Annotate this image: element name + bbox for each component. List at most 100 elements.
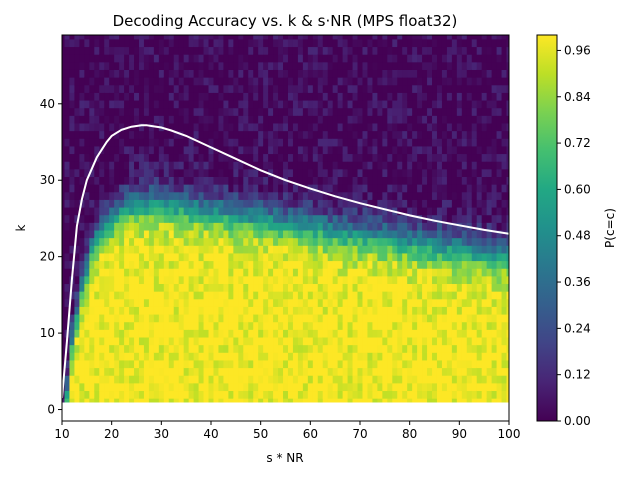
heatmap-cell — [84, 161, 90, 170]
heatmap-cell — [238, 352, 244, 361]
heatmap-cell — [213, 283, 220, 292]
heatmap-cell — [387, 245, 393, 254]
heatmap-cell — [64, 313, 71, 323]
heatmap-cell — [263, 199, 269, 208]
heatmap-cell — [104, 222, 110, 231]
heatmap-cell — [387, 61, 393, 70]
heatmap-cell — [69, 352, 76, 361]
heatmap-cell — [62, 69, 66, 78]
heatmap-cell — [476, 54, 483, 63]
heatmap-cell — [297, 122, 304, 132]
heatmap-cell — [377, 61, 383, 70]
heatmap-cell — [501, 214, 508, 223]
heatmap-cell — [427, 199, 433, 208]
heatmap-cell — [382, 329, 388, 338]
heatmap-cell — [317, 130, 324, 139]
heatmap-cell — [228, 283, 234, 292]
heatmap-cell — [104, 176, 110, 185]
heatmap-cell — [193, 252, 200, 262]
heatmap-cell — [481, 229, 488, 239]
heatmap-cell — [332, 130, 339, 139]
heatmap-cell — [456, 344, 463, 353]
heatmap-cell — [148, 275, 155, 285]
heatmap-cell — [198, 252, 205, 262]
heatmap-cell — [193, 260, 200, 269]
heatmap-cell — [446, 329, 453, 338]
heatmap-cell — [188, 168, 195, 177]
heatmap-cell — [238, 367, 244, 376]
heatmap-cell — [188, 199, 195, 208]
heatmap-cell — [496, 352, 503, 361]
heatmap-cell — [208, 161, 215, 170]
heatmap-cell — [178, 367, 185, 376]
heatmap-cell — [248, 191, 254, 200]
heatmap-cell — [402, 77, 408, 86]
heatmap-cell — [74, 69, 80, 78]
heatmap-cell — [481, 306, 488, 315]
heatmap-cell — [491, 306, 498, 315]
heatmap-cell — [124, 260, 130, 269]
heatmap-cell — [62, 398, 66, 403]
heatmap-cell — [258, 382, 264, 392]
heatmap-cell — [407, 329, 413, 338]
heatmap-cell — [163, 46, 170, 55]
heatmap-cell — [134, 222, 140, 231]
heatmap-cell — [342, 153, 349, 162]
heatmap-cell — [292, 352, 299, 361]
heatmap-cell — [287, 176, 294, 185]
heatmap-cell — [193, 69, 200, 78]
heatmap-cell — [168, 161, 175, 170]
colorbar-ticks: 0.000.120.240.360.480.600.720.840.96 — [557, 43, 591, 428]
heatmap-cell — [292, 145, 299, 155]
heatmap-cell — [134, 367, 140, 376]
heatmap-cell — [441, 214, 448, 223]
heatmap-cell — [486, 275, 493, 285]
heatmap-cell — [79, 145, 85, 155]
x-tick-label: 60 — [303, 427, 318, 441]
heatmap-cell — [432, 61, 438, 70]
heatmap-cell — [441, 306, 448, 315]
heatmap-cell — [327, 268, 334, 277]
heatmap-cell — [283, 344, 289, 353]
heatmap-cell — [352, 336, 359, 346]
heatmap-cell — [238, 321, 244, 330]
heatmap-cell — [94, 336, 100, 346]
heatmap-cell — [163, 313, 170, 323]
heatmap-cell — [99, 336, 105, 346]
heatmap-cell — [337, 398, 344, 403]
heatmap-cell — [471, 252, 478, 262]
heatmap-cell — [367, 252, 374, 262]
heatmap-cell — [129, 382, 135, 392]
heatmap-cell — [218, 283, 225, 292]
heatmap-cell — [436, 130, 443, 139]
heatmap-cell — [243, 398, 249, 403]
heatmap-cell — [268, 229, 274, 239]
heatmap-cell — [317, 54, 324, 63]
heatmap-cell — [501, 298, 508, 307]
heatmap-cell — [476, 206, 483, 216]
heatmap-cell — [253, 99, 259, 109]
heatmap-cell — [64, 107, 71, 116]
heatmap-cell — [64, 222, 71, 231]
heatmap-cell — [432, 222, 438, 231]
heatmap-cell — [352, 390, 359, 399]
heatmap-cell — [104, 352, 110, 361]
heatmap-cell — [168, 398, 175, 403]
heatmap-cell — [456, 46, 463, 55]
heatmap-cell — [134, 252, 140, 262]
heatmap-cell — [402, 145, 408, 155]
heatmap-cell — [168, 54, 175, 63]
heatmap-cell — [114, 35, 120, 40]
heatmap-cell — [307, 206, 314, 216]
heatmap-cell — [208, 367, 215, 376]
heatmap-cell — [461, 390, 468, 399]
heatmap-cell — [163, 184, 170, 193]
heatmap-cell — [69, 229, 76, 239]
heatmap-cell — [183, 168, 190, 177]
heatmap-cell — [163, 61, 170, 70]
heatmap-cell — [307, 229, 314, 239]
heatmap-cell — [148, 229, 155, 239]
heatmap-cell — [283, 237, 289, 246]
heatmap-cell — [417, 229, 423, 239]
heatmap-cell — [451, 398, 458, 403]
